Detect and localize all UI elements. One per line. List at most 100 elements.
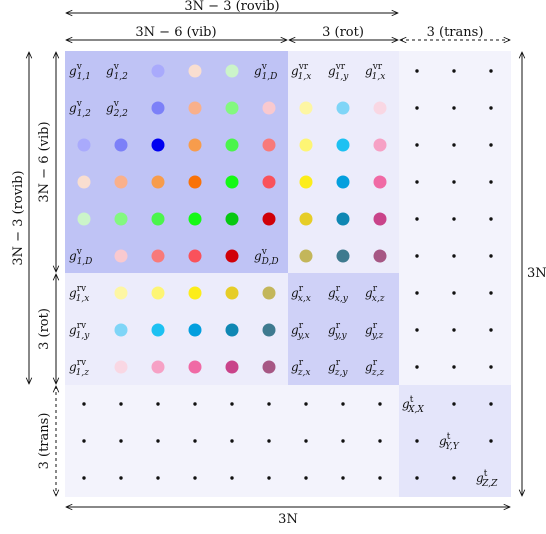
rv-dot <box>151 360 165 374</box>
left-trans-arrow: 3 (trans) <box>37 386 56 496</box>
matrix-cells: gv 1,1 gv 1,2 gv 1,D gv 1,2 gv 2,2 gv 1,D gv D,D gvr 1,… <box>69 62 498 489</box>
svg-text:3N − 3 (rovib): 3N − 3 (rovib) <box>11 170 26 265</box>
rv-dot <box>188 323 202 337</box>
rv-dot <box>262 286 276 300</box>
vib-dot <box>77 175 91 189</box>
zero-dot <box>489 439 493 443</box>
matrix-label-grv1z: grv 1,z <box>69 358 89 378</box>
vib-dot <box>114 212 128 226</box>
vr-dot <box>373 175 387 189</box>
zero-dot <box>489 106 493 110</box>
zero-dot <box>119 402 123 406</box>
svg-text:3N − 6 (vib): 3N − 6 (vib) <box>37 121 52 202</box>
top-vib-arrow: 3N − 6 (vib) <box>66 25 287 40</box>
zero-dot <box>267 439 271 443</box>
zero-dot <box>193 439 197 443</box>
zero-dot <box>193 402 197 406</box>
vib-dot <box>262 212 276 226</box>
vr-dot <box>299 138 313 152</box>
zero-dot <box>452 365 456 369</box>
svg-text:3 (trans): 3 (trans) <box>427 25 484 40</box>
matrix-label-gryz: gr y,z <box>365 321 384 341</box>
svg-text:3 (trans): 3 (trans) <box>37 413 52 470</box>
zero-dot <box>230 476 234 480</box>
matrix-label-g11: gv 1,1 <box>69 62 91 82</box>
vr-dot <box>336 101 350 115</box>
rv-dot <box>114 360 128 374</box>
zero-dot <box>452 217 456 221</box>
zero-dot <box>452 143 456 147</box>
zero-dot <box>452 476 456 480</box>
zero-dot <box>341 476 345 480</box>
matrix-label-gvr1x2: gvr 1,x <box>365 62 385 82</box>
zero-dot <box>489 69 493 73</box>
rv-dot <box>188 360 202 374</box>
zero-dot <box>156 439 160 443</box>
vib-dot <box>188 138 202 152</box>
vr-dot <box>299 212 313 226</box>
vib-dot <box>188 175 202 189</box>
zero-dot <box>489 402 493 406</box>
vib-dot <box>225 64 239 78</box>
zero-dot <box>415 291 419 295</box>
vr-dot <box>336 138 350 152</box>
rv-dot <box>225 323 239 337</box>
right-total-arrow: 3N <box>522 52 546 496</box>
rv-dot <box>262 360 276 374</box>
zero-dot <box>304 476 308 480</box>
vr-dot <box>336 212 350 226</box>
zero-dot <box>415 180 419 184</box>
vr-block <box>288 51 399 273</box>
vib-dot <box>262 175 276 189</box>
matrix-label-gtYY: gt Y,Y <box>439 432 460 452</box>
vib-dot <box>225 175 239 189</box>
left-rovib-arrow: 3N − 3 (rovib) <box>11 52 29 384</box>
matrix-label-grxz: gr x,z <box>365 284 385 304</box>
svg-text:3N − 6 (vib): 3N − 6 (vib) <box>135 25 216 40</box>
vr-dot <box>373 249 387 263</box>
rv-dot <box>225 286 239 300</box>
vib-dot <box>225 249 239 263</box>
vib-dot <box>188 101 202 115</box>
vr-dot <box>299 101 313 115</box>
zero-dot <box>415 143 419 147</box>
zero-dot <box>415 365 419 369</box>
zero-dot <box>341 439 345 443</box>
matrix-label-gtZZ: gt Z,Z <box>476 469 498 489</box>
matrix-label-g1D: gv 1,D <box>254 62 277 82</box>
vr-dot <box>336 249 350 263</box>
matrix-label-grv1x: grv 1,x <box>69 284 89 304</box>
vib-dot <box>151 212 165 226</box>
zero-dot <box>489 143 493 147</box>
zero-dot <box>415 476 419 480</box>
vib-block <box>65 51 288 273</box>
rot-block <box>288 273 399 385</box>
matrix-label-grzx: gr z,x <box>291 358 310 378</box>
zero-dot <box>156 402 160 406</box>
matrix-label-gD1: gv 1,D <box>69 247 92 267</box>
left-vib-arrow: 3N − 6 (vib) <box>37 52 56 272</box>
svg-text:3N − 3 (rovib): 3N − 3 (rovib) <box>184 0 279 14</box>
zero-dot <box>119 476 123 480</box>
vib-dot <box>114 249 128 263</box>
zero-dot <box>82 476 86 480</box>
matrix-label-grxy: gr x,y <box>328 284 349 304</box>
vib-dot <box>114 175 128 189</box>
svg-text:3N: 3N <box>278 512 298 527</box>
rv-dot <box>262 323 276 337</box>
zero-dot <box>452 402 456 406</box>
zero-dot <box>119 439 123 443</box>
zero-dot <box>378 476 382 480</box>
vr-dot <box>373 101 387 115</box>
vib-dot <box>225 138 239 152</box>
matrix-label-g12b: gv 1,2 <box>69 99 91 119</box>
zero-dot <box>489 180 493 184</box>
zero-dot <box>378 402 382 406</box>
rv-dot <box>151 286 165 300</box>
zero-dot <box>156 476 160 480</box>
vib-dot <box>114 138 128 152</box>
zero-dot <box>452 106 456 110</box>
zero-dot <box>341 402 345 406</box>
matrix-label-g22: gv 2,2 <box>106 99 128 119</box>
zero-dot <box>489 365 493 369</box>
